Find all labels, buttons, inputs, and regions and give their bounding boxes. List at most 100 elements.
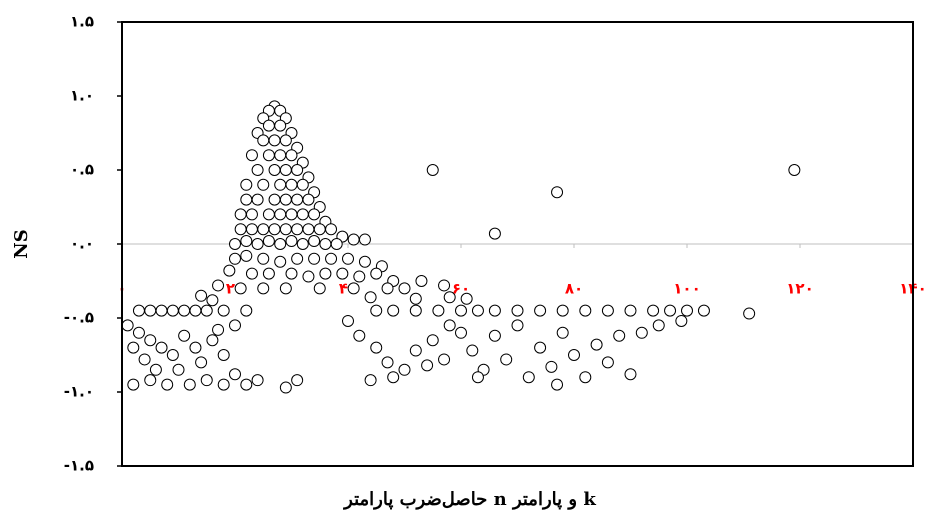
point <box>229 319 241 332</box>
point <box>438 279 451 292</box>
y-tick-label: ۰.۰ <box>70 235 94 253</box>
point <box>556 304 569 317</box>
point <box>398 363 411 376</box>
point <box>268 164 281 176</box>
point <box>336 267 349 280</box>
point <box>274 238 287 250</box>
point <box>313 223 326 236</box>
point <box>183 378 196 391</box>
point <box>313 282 326 295</box>
point <box>257 223 270 236</box>
point <box>262 119 275 132</box>
point <box>291 193 304 206</box>
point <box>138 353 151 366</box>
point <box>325 252 338 265</box>
point <box>240 235 253 248</box>
point <box>262 235 275 248</box>
point <box>257 134 270 147</box>
point <box>353 329 366 342</box>
point <box>178 329 191 342</box>
point <box>262 208 275 221</box>
point <box>426 334 439 347</box>
point <box>251 238 264 250</box>
point <box>308 235 321 248</box>
point <box>488 227 501 240</box>
point <box>268 193 281 206</box>
point <box>432 304 445 317</box>
x-tick-label: ۱۰۰ <box>673 280 700 298</box>
point <box>488 329 501 342</box>
point <box>274 208 287 221</box>
y-tick-label: -۰.۵ <box>64 309 94 327</box>
point <box>234 282 247 295</box>
point <box>664 304 677 317</box>
point <box>240 193 253 206</box>
point <box>195 289 208 302</box>
point <box>212 323 225 336</box>
point <box>409 304 422 317</box>
point <box>370 267 383 280</box>
point <box>245 208 258 221</box>
point <box>387 371 400 384</box>
point <box>319 267 332 280</box>
point <box>409 292 422 305</box>
point <box>652 319 665 332</box>
point <box>144 374 157 387</box>
point <box>534 341 547 354</box>
point <box>601 304 614 317</box>
point <box>262 149 275 162</box>
point <box>257 282 270 295</box>
point <box>788 164 801 176</box>
point <box>438 353 451 366</box>
point <box>471 371 484 384</box>
point <box>364 374 377 387</box>
point <box>166 349 179 361</box>
point <box>195 356 208 369</box>
point <box>279 381 292 394</box>
point <box>172 363 185 376</box>
point <box>319 238 332 250</box>
point <box>364 291 377 304</box>
point <box>579 304 592 317</box>
point <box>347 233 360 246</box>
point <box>426 164 439 176</box>
point <box>358 233 371 246</box>
point <box>257 252 270 265</box>
point <box>274 149 287 162</box>
point <box>302 270 315 283</box>
point <box>353 270 366 283</box>
point <box>166 304 179 317</box>
point <box>291 252 304 265</box>
point <box>522 371 535 384</box>
point <box>251 164 264 176</box>
point <box>325 223 338 236</box>
point <box>217 304 230 317</box>
point <box>144 334 157 347</box>
point <box>455 304 467 317</box>
point <box>545 360 558 373</box>
point <box>291 164 304 176</box>
point <box>285 149 298 162</box>
point <box>460 292 473 305</box>
point <box>279 223 292 236</box>
x-tick-label: ۸۰ <box>565 280 583 298</box>
y-axis-label: NS <box>11 229 32 258</box>
point <box>229 252 241 265</box>
point <box>155 304 168 317</box>
point <box>121 319 134 332</box>
point <box>635 326 648 339</box>
point <box>240 249 253 262</box>
point <box>189 341 202 354</box>
point <box>217 349 230 361</box>
point <box>279 193 292 206</box>
point <box>590 338 603 351</box>
point <box>240 304 253 317</box>
point <box>308 208 321 221</box>
point <box>342 252 354 265</box>
point <box>579 371 592 384</box>
x-tick-label: ۱۲۰ <box>786 280 813 298</box>
point <box>279 164 292 176</box>
point <box>613 329 626 342</box>
point <box>455 326 467 339</box>
